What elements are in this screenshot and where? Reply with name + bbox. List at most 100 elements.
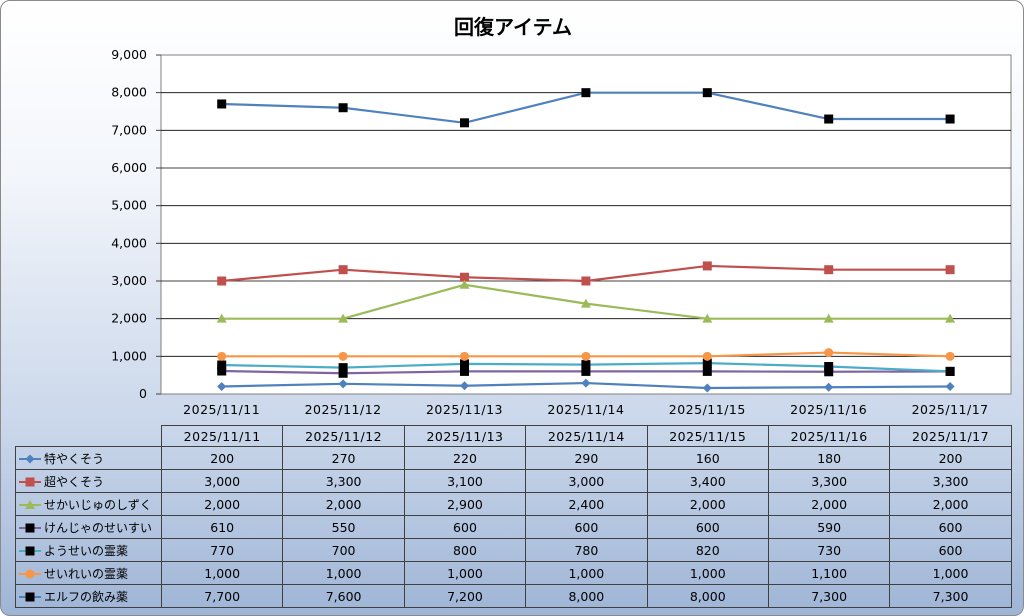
table-cell: 7,700 [160, 584, 284, 608]
table-cell: 1,100 [767, 561, 891, 585]
data-point [460, 351, 469, 361]
data-point [581, 351, 591, 361]
series-name: エルフの飲み薬 [44, 589, 129, 604]
data-point [702, 366, 712, 376]
data-point [945, 114, 955, 124]
table-cell: 3,300 [767, 469, 891, 493]
table-cell: 8,000 [646, 584, 769, 608]
table-cell: 2,000 [889, 492, 1012, 516]
x-tick-label: 2025/11/14 [547, 402, 624, 417]
data-point [217, 276, 227, 286]
legend-key-marker [25, 500, 35, 509]
data-point [460, 118, 469, 128]
series-name: ようせいの霊薬 [44, 543, 129, 558]
table-cell: 200 [889, 446, 1012, 470]
table-header-cell: 2025/11/12 [282, 425, 405, 447]
table-cell: 780 [525, 538, 648, 562]
data-point [217, 366, 227, 376]
table-cell: 1,000 [160, 561, 284, 585]
legend-key [19, 477, 41, 487]
table-header-cell: 2025/11/15 [646, 425, 769, 447]
table-cell: 3,300 [282, 469, 405, 493]
data-point [338, 368, 348, 378]
y-tick-label: 2,000 [111, 311, 147, 326]
data-point [338, 103, 348, 113]
table-row: 特やくそう 200 270 220 290 160 180 200 [15, 446, 1012, 470]
table-cell: 730 [767, 538, 891, 562]
x-tick-label: 2025/11/12 [305, 402, 382, 417]
data-point [702, 383, 712, 393]
y-tick-label: 3,000 [111, 273, 147, 288]
y-tick-label: 4,000 [111, 235, 147, 250]
x-tick-label: 2025/11/17 [912, 402, 989, 417]
table-cell: 7,300 [767, 584, 891, 608]
x-tick-label: 2025/11/16 [790, 402, 867, 417]
table-cell: 2,000 [282, 492, 405, 516]
series-name: せいれいの霊薬 [44, 566, 129, 581]
chart-title: 回復アイテム [454, 15, 572, 39]
legend-key [19, 523, 41, 533]
data-point [581, 378, 591, 388]
table-cell: 600 [403, 515, 527, 539]
data-point [702, 351, 712, 361]
data-point [580, 298, 591, 308]
series-name: けんじゃのせいすい [44, 520, 153, 535]
table-cell: 2,900 [403, 492, 527, 516]
data-point [945, 265, 955, 275]
legend-key [19, 500, 41, 509]
table-cell: 610 [160, 515, 284, 539]
data-point [217, 351, 227, 361]
data-point [702, 313, 713, 323]
series-label: 特やくそう [15, 446, 162, 470]
data-point [824, 114, 834, 124]
table-cell: 800 [403, 538, 527, 562]
table-cell: 770 [160, 538, 284, 562]
table-row: せいれいの霊薬 1,000 1,000 1,000 1,000 1,000 1,100 1,0… [15, 561, 1012, 585]
data-point [460, 366, 469, 376]
series-name: せかいじゅのしずく [44, 497, 152, 512]
table-header-cell: 2025/11/17 [889, 425, 1012, 447]
table-cell: 3,000 [160, 469, 284, 493]
table-cell: 1,000 [282, 561, 405, 585]
data-point [945, 351, 955, 361]
table-header-cell: 2025/11/14 [525, 425, 648, 447]
data-point [945, 366, 955, 376]
data-point [338, 265, 348, 275]
table-cell: 160 [646, 446, 769, 470]
data-point [217, 381, 227, 391]
table-cell: 550 [282, 515, 405, 539]
plot-area [160, 54, 1012, 395]
data-point [824, 265, 834, 275]
x-tick-label: 2025/11/11 [183, 402, 260, 417]
table-cell: 600 [525, 515, 648, 539]
table-cell: 1,000 [889, 561, 1012, 585]
table-cell: 7,200 [403, 584, 527, 608]
series-name: 超やくそう [44, 474, 105, 489]
series-label: せかいじゅのしずく [15, 492, 162, 516]
legend-key [19, 454, 41, 464]
table-cell: 200 [160, 446, 284, 470]
y-tick-label: 6,000 [111, 160, 147, 175]
data-point [702, 358, 712, 368]
table-cell: 2,000 [160, 492, 284, 516]
table-cell: 3,100 [403, 469, 527, 493]
data-point [581, 88, 591, 98]
data-point [459, 279, 470, 289]
table-header-cell: 2025/11/16 [767, 425, 891, 447]
table-cell: 7,600 [282, 584, 405, 608]
data-point [823, 313, 834, 323]
table-cell: 2,000 [767, 492, 891, 516]
data-point [945, 313, 956, 323]
legend-key-marker [25, 546, 35, 556]
table-cell: 270 [282, 446, 405, 470]
table-cell: 3,000 [525, 469, 648, 493]
y-tick-label: 5,000 [111, 198, 147, 213]
table-cell: 1,000 [525, 561, 648, 585]
legend-key-marker [25, 592, 35, 602]
table-row: 超やくそう 3,000 3,300 3,100 3,000 3,400 3,300 3,300 [15, 469, 1012, 493]
data-point [702, 88, 712, 98]
legend-key [19, 569, 41, 579]
table-cell: 590 [767, 515, 891, 539]
series-label: エルフの飲み薬 [15, 584, 162, 608]
